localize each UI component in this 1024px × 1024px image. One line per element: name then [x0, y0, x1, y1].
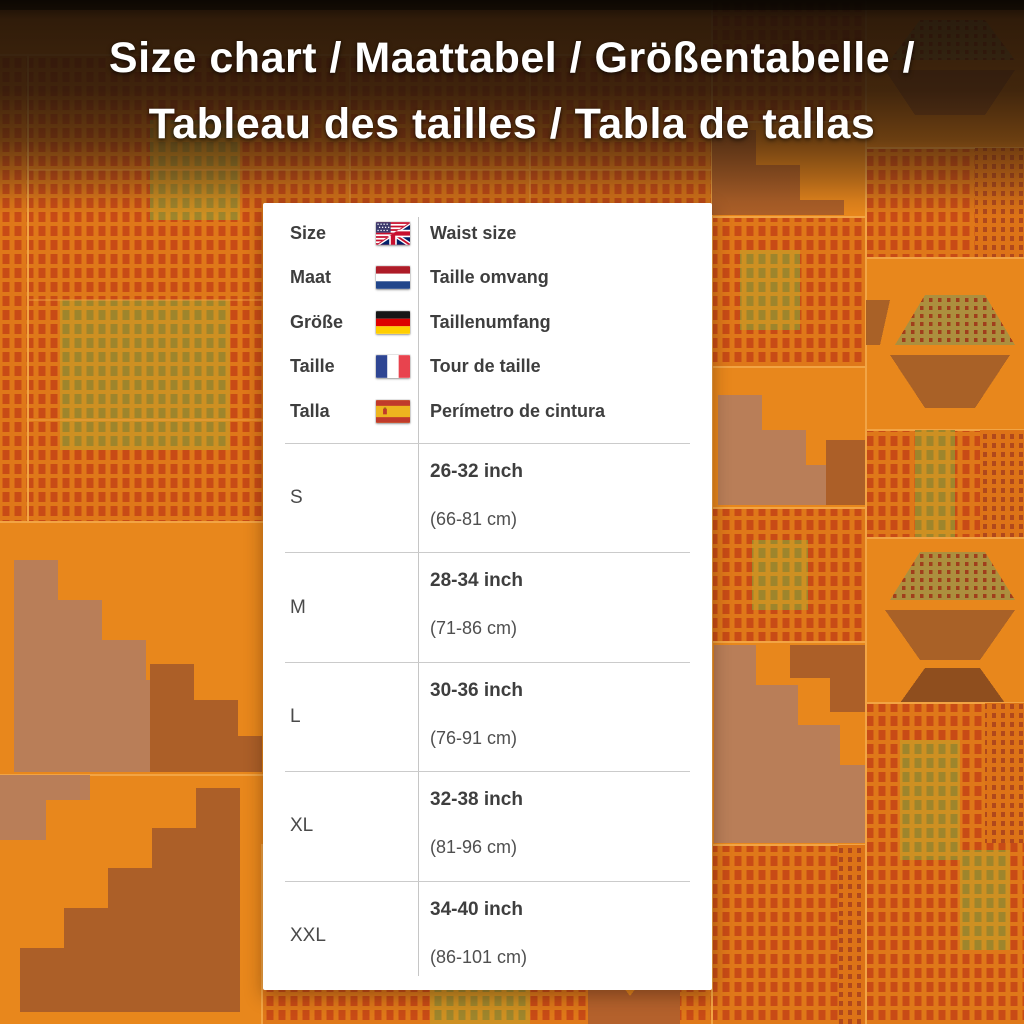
flag-germany-icon — [376, 310, 410, 334]
legend-label: Size — [290, 222, 327, 243]
legend-label: Taille — [290, 356, 335, 377]
legend-label: Maat — [290, 267, 332, 288]
size-label: XL — [290, 815, 314, 837]
title-banner: Size chart / Maattabel / Größentabelle /… — [0, 0, 1024, 157]
size-rows-section: S 26-32 inch (66-81 cm) M 28-34 inch (71… — [263, 443, 712, 990]
size-label: S — [290, 487, 303, 509]
size-label: L — [290, 706, 301, 728]
column-divider — [418, 217, 419, 976]
waist-centimeters: (71-86 cm) — [430, 618, 518, 639]
measure-cell: 32-38 inch (81-96 cm) — [418, 772, 523, 880]
waist-inches: 34-40 inch — [430, 898, 523, 920]
title-line-1: Size chart / Maattabel / Größentabelle / — [108, 34, 916, 82]
legend-row-english: Size — [263, 211, 712, 256]
legend-value: Taillenumfang — [430, 311, 551, 332]
waist-inches: 28-34 inch — [430, 570, 523, 592]
table-row-l: L 30-36 inch (76-91 cm) — [285, 661, 690, 771]
table-row-xxl: XXL 34-40 inch (86-101 cm) — [285, 880, 690, 990]
legend-row-dutch: Maat Taille omvang — [263, 256, 712, 301]
measure-cell: 28-34 inch (71-86 cm) — [418, 553, 523, 661]
flag-spain-icon — [376, 399, 410, 423]
flag-us-uk-icon — [376, 221, 410, 245]
measure-cell: 34-40 inch (86-101 cm) — [418, 882, 527, 990]
waist-inches: 30-36 inch — [430, 679, 523, 701]
waist-centimeters: (81-96 cm) — [430, 837, 518, 858]
size-label: XXL — [290, 924, 326, 946]
legend-row-french: Taille Tour de taille — [263, 345, 712, 390]
legend-value: Perímetro de cintura — [430, 400, 606, 421]
legend-value: Tour de taille — [430, 356, 541, 377]
title-line-2: Tableau des tailles / Tabla de tallas — [148, 100, 876, 148]
measure-cell: 30-36 inch (76-91 cm) — [418, 663, 523, 771]
waist-inches: 26-32 inch — [430, 461, 523, 482]
legend-value: Waist size — [430, 222, 517, 243]
legend-value: Taille omvang — [430, 267, 549, 288]
table-row-xl: XL 32-38 inch (81-96 cm) — [285, 771, 690, 880]
waist-centimeters: (86-101 cm) — [430, 946, 528, 967]
legend-section: Size — [263, 203, 712, 443]
legend-label: Talla — [290, 400, 330, 421]
size-label: M — [290, 596, 306, 618]
waist-centimeters: (66-81 cm) — [430, 509, 518, 529]
flag-netherlands-icon — [376, 266, 410, 290]
measure-cell: 26-32 inch (66-81 cm) — [418, 444, 523, 552]
table-row-m: M 28-34 inch (71-86 cm) — [285, 552, 690, 661]
table-row-s: S 26-32 inch (66-81 cm) — [285, 443, 690, 552]
waist-centimeters: (76-91 cm) — [430, 727, 518, 748]
flag-france-icon — [376, 355, 410, 379]
legend-row-spanish: Talla Perímetro de cintura — [263, 389, 712, 434]
size-chart-card: Size — [263, 203, 712, 990]
legend-row-german: Größe Taillenumfang — [263, 300, 712, 345]
waist-inches: 32-38 inch — [430, 789, 523, 811]
legend-label: Größe — [290, 311, 344, 332]
